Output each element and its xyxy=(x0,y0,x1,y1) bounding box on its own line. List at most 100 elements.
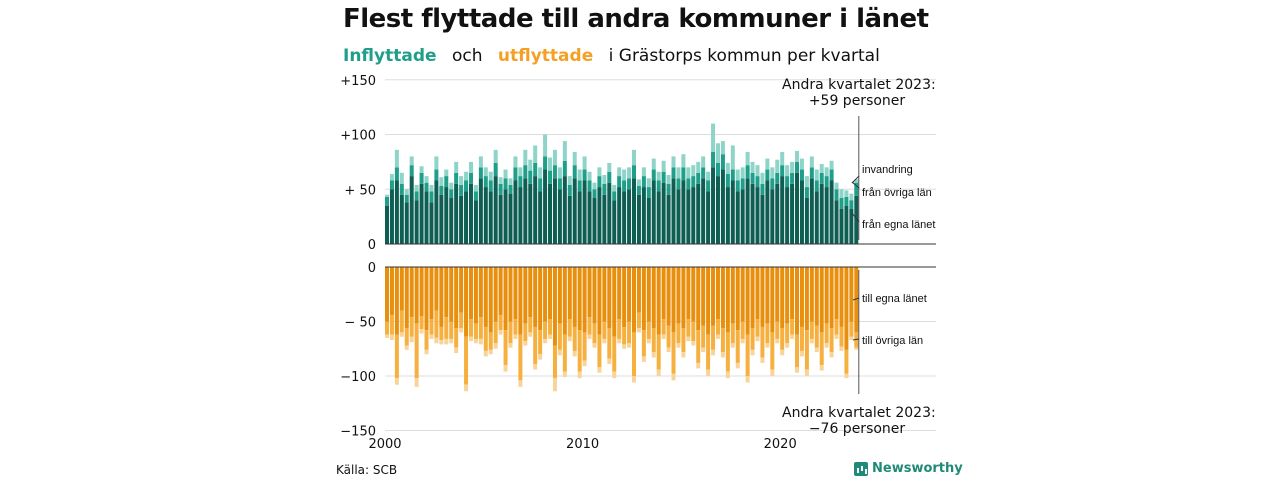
outflow-bar-2 xyxy=(493,321,498,344)
outflow-bar-3 xyxy=(676,343,681,348)
outflow-bar-3 xyxy=(454,347,459,354)
outflow-bar-3 xyxy=(790,334,795,339)
inflow-bar-3 xyxy=(414,184,419,192)
inflow-bar-3 xyxy=(666,175,671,184)
outflow-bar-2 xyxy=(394,334,399,379)
outflow-bar-3 xyxy=(651,352,656,358)
inflow-bar-2 xyxy=(661,171,666,183)
outflow-bar-1 xyxy=(523,267,528,324)
inflow-bar-1 xyxy=(439,194,444,244)
inflow-bar-3 xyxy=(552,149,557,166)
inflow-bar-2 xyxy=(518,176,523,188)
outflow-bar-2 xyxy=(780,328,785,350)
outflow-bar-2 xyxy=(646,321,651,339)
inflow-bar-1 xyxy=(839,208,844,244)
inflow-bar-1 xyxy=(414,200,419,244)
outflow-bar-3 xyxy=(434,337,439,344)
inflow-bar-2 xyxy=(701,167,706,179)
inflow-bar-3 xyxy=(602,175,607,184)
inflow-bar-3 xyxy=(725,162,730,174)
inflow-bar-1 xyxy=(602,194,607,244)
subtitle-utflyttade: utflyttade xyxy=(497,46,594,66)
outflow-bar-1 xyxy=(464,267,469,337)
outflow-bar-1 xyxy=(602,267,607,322)
inflow-bar-1 xyxy=(607,182,612,244)
inflow-bar-3 xyxy=(439,177,444,186)
inflow-bar-1 xyxy=(671,178,676,244)
outflow-bar-3 xyxy=(538,354,543,360)
inflow-series-label: från egna länet xyxy=(862,219,935,231)
outflow-bar-2 xyxy=(557,323,562,350)
outflow-bar-2 xyxy=(602,321,607,339)
bottom-ytick-label: −100 xyxy=(340,370,376,385)
outflow-bar-3 xyxy=(518,380,523,387)
outflow-bar-2 xyxy=(562,334,567,372)
inflow-bar-2 xyxy=(795,161,800,173)
inflow-bar-2 xyxy=(824,176,829,188)
subtitle-och: och xyxy=(451,46,483,66)
inflow-bar-1 xyxy=(385,205,389,244)
outflow-bar-3 xyxy=(602,338,607,344)
outflow-bar-2 xyxy=(577,330,582,372)
outflow-bar-1 xyxy=(498,267,503,315)
outflow-bar-2 xyxy=(686,319,691,337)
outflow-bar-3 xyxy=(557,349,562,356)
annotation-bottom-line2: −76 personer xyxy=(808,421,906,437)
inflow-bar-3 xyxy=(419,166,424,173)
inflow-bar-2 xyxy=(498,183,503,195)
inflow-bar-3 xyxy=(567,176,572,185)
inflow-bar-3 xyxy=(473,184,478,192)
inflow-bar-3 xyxy=(607,162,612,172)
outflow-bar-1 xyxy=(444,267,449,318)
outflow-bar-3 xyxy=(696,362,701,369)
outflow-bar-1 xyxy=(706,267,711,335)
outflow-bar-2 xyxy=(849,321,854,337)
outflow-bar-2 xyxy=(468,319,473,337)
outflow-bar-3 xyxy=(478,338,483,345)
outflow-label-leader xyxy=(852,297,860,301)
inflow-bar-3 xyxy=(765,158,770,170)
outflow-bar-3 xyxy=(691,341,696,346)
outflow-bar-1 xyxy=(844,267,849,350)
inflow-bar-2 xyxy=(464,180,469,192)
outflow-bar-3 xyxy=(562,371,567,378)
inflow-bar-1 xyxy=(765,180,770,244)
inflow-bar-3 xyxy=(760,172,765,184)
inflow-bar-2 xyxy=(829,169,834,181)
inflow-bar-3 xyxy=(493,149,498,163)
inflow-bar-3 xyxy=(627,167,632,179)
outflow-bar-3 xyxy=(824,343,829,348)
outflow-bar-2 xyxy=(513,319,518,335)
outflow-bar-1 xyxy=(617,267,622,320)
inflow-bar-3 xyxy=(676,167,681,179)
outflow-bar-3 xyxy=(730,343,735,348)
outflow-bar-2 xyxy=(389,314,394,335)
inflow-bar-2 xyxy=(720,154,725,170)
outflow-bar-1 xyxy=(493,267,498,322)
inflow-bar-3 xyxy=(429,184,434,192)
inflow-bar-3 xyxy=(409,156,414,166)
inflow-bar-2 xyxy=(597,176,602,188)
inflow-bar-2 xyxy=(839,198,844,209)
outflow-bar-2 xyxy=(750,328,755,350)
outflow-bar-2 xyxy=(409,317,414,337)
outflow-bar-3 xyxy=(592,343,597,348)
inflow-bar-2 xyxy=(454,172,459,184)
outflow-bar-1 xyxy=(533,267,538,327)
outflow-bar-2 xyxy=(414,323,419,379)
outflow-bar-3 xyxy=(671,373,676,381)
inflow-bar-2 xyxy=(548,170,553,184)
inflow-bar-3 xyxy=(795,150,800,162)
outflow-bar-1 xyxy=(671,267,676,333)
inflow-bar-3 xyxy=(622,169,627,181)
outflow-bar-3 xyxy=(439,340,444,345)
inflow-bar-3 xyxy=(533,145,538,163)
xtick-label: 2020 xyxy=(764,437,797,452)
inflow-bar-3 xyxy=(454,161,459,173)
outflow-bar-1 xyxy=(809,267,814,322)
outflow-bar-1 xyxy=(854,267,859,333)
outflow-bar-2 xyxy=(656,334,661,370)
inflow-bar-3 xyxy=(844,190,849,197)
inflow-bar-3 xyxy=(528,159,533,171)
inflow-bar-2 xyxy=(765,169,770,181)
